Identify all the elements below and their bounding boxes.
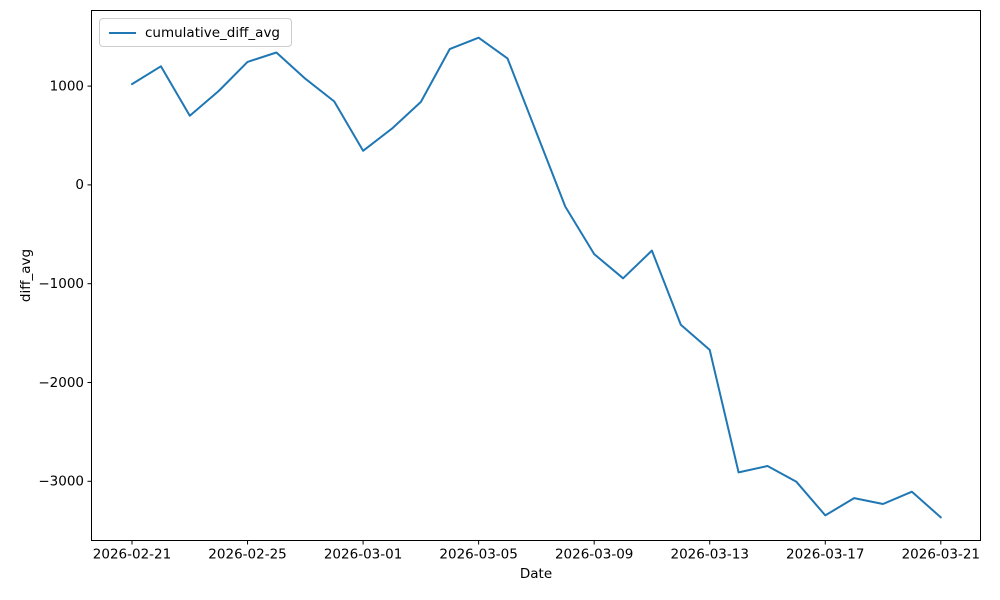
- x-tick-label: 2026-02-21: [93, 547, 171, 563]
- x-tick-label: 2026-03-09: [555, 547, 633, 563]
- x-tick-label: 2026-02-25: [208, 547, 286, 563]
- y-tick-label: 1000: [50, 78, 84, 94]
- x-tick-label: 2026-03-01: [324, 547, 402, 563]
- x-tick-label: 2026-03-17: [786, 547, 864, 563]
- series-line: [131, 36, 942, 519]
- x-tick-label: 2026-03-13: [670, 547, 748, 563]
- y-tick-label: −1000: [38, 276, 84, 292]
- x-tick-label: 2026-03-21: [902, 547, 980, 563]
- legend-line-sample: [109, 31, 136, 34]
- legend-label: cumulative_diff_avg: [145, 24, 280, 41]
- y-axis-title: diff_avg: [18, 249, 34, 302]
- y-tick-label: 0: [75, 177, 84, 193]
- plot-area-border: [91, 10, 981, 541]
- y-tick-label: −3000: [38, 474, 84, 490]
- y-tick-label: −2000: [38, 375, 84, 391]
- x-tick-label: 2026-03-05: [439, 547, 517, 563]
- x-axis-title: Date: [520, 566, 552, 582]
- legend: cumulative_diff_avg: [99, 18, 292, 47]
